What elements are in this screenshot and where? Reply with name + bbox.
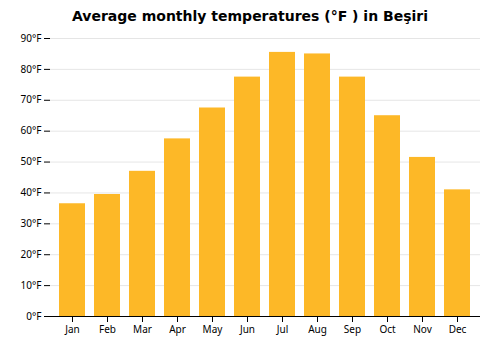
- svg-text:90°F: 90°F: [21, 31, 42, 45]
- svg-text:80°F: 80°F: [21, 62, 42, 76]
- svg-text:Mar: Mar: [133, 322, 152, 336]
- svg-text:Nov: Nov: [413, 322, 432, 336]
- svg-text:Jul: Jul: [276, 322, 289, 336]
- svg-text:0°F: 0°F: [26, 309, 41, 323]
- svg-text:Jun: Jun: [239, 322, 255, 336]
- svg-text:60°F: 60°F: [21, 123, 42, 137]
- svg-text:20°F: 20°F: [21, 247, 42, 261]
- svg-text:Dec: Dec: [449, 322, 467, 336]
- html-text:Average monthly temperatures (: Average monthly temperatures (°F ) in Be…: [72, 8, 428, 24]
- svg-text:40°F: 40°F: [21, 185, 42, 199]
- svg-text:Feb: Feb: [99, 322, 116, 336]
- svg-text:Apr: Apr: [169, 322, 186, 336]
- svg-text:10°F: 10°F: [21, 278, 42, 292]
- svg-text:May: May: [203, 322, 224, 336]
- svg-text:70°F: 70°F: [21, 92, 42, 106]
- svg-text:Sep: Sep: [344, 322, 361, 336]
- svg-text:50°F: 50°F: [21, 154, 42, 168]
- svg-text:Oct: Oct: [379, 322, 396, 336]
- svg-text:Aug: Aug: [308, 322, 327, 336]
- svg-text:30°F: 30°F: [21, 216, 42, 230]
- svg-text:Jan: Jan: [64, 322, 80, 336]
